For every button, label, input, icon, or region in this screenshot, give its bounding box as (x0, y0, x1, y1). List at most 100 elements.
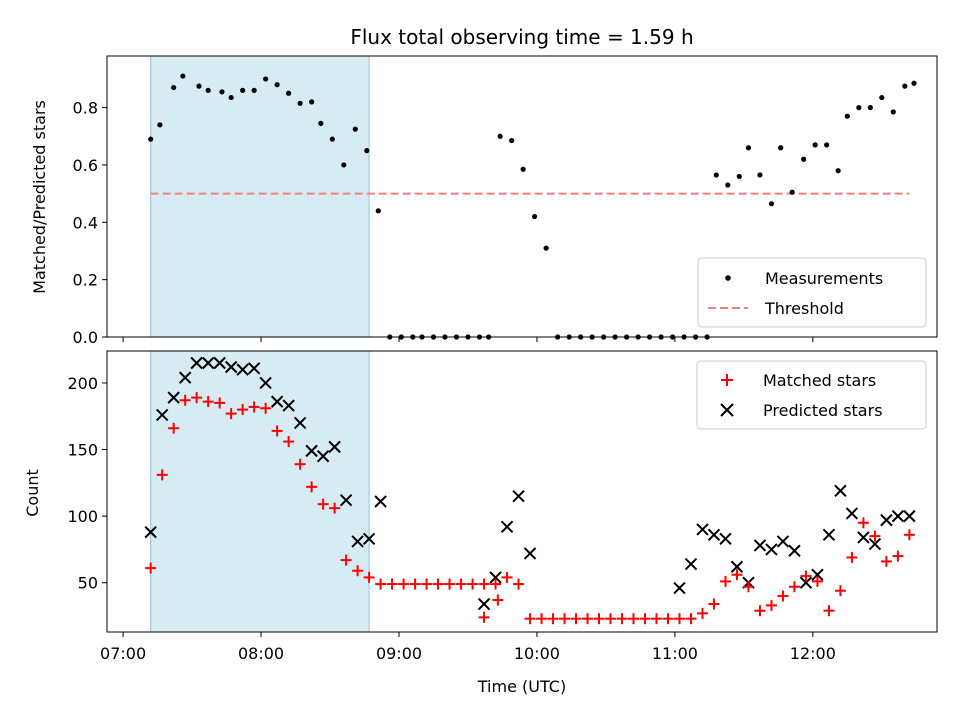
matched-point (467, 578, 479, 590)
measurement-point (196, 83, 202, 89)
matched-point (846, 551, 858, 563)
matched-point (455, 578, 467, 590)
matched-point (696, 607, 708, 619)
legend-predicted-label: Predicted stars (763, 401, 883, 420)
predicted-point (845, 507, 859, 520)
predicted-point (362, 532, 376, 545)
matched-point (628, 613, 640, 625)
predicted-point (259, 376, 272, 390)
matched-point (202, 396, 214, 408)
measurement-point (902, 83, 908, 89)
measurement-point (240, 87, 246, 94)
predicted-point (834, 484, 847, 498)
matched-point (536, 613, 548, 625)
matched-point (329, 502, 341, 514)
matched-point (524, 613, 536, 625)
measurement-point (251, 87, 257, 94)
matched-point (386, 578, 398, 590)
matched-point (811, 575, 823, 587)
predicted-point (316, 450, 330, 463)
measurement-point (497, 133, 503, 139)
predicted-point (696, 523, 709, 536)
matched-point (260, 402, 272, 414)
matched-point (903, 529, 915, 541)
matched-point (570, 613, 582, 625)
matched-point (248, 401, 260, 413)
matched-points (145, 392, 915, 625)
bottom-y-axis-label: Count (23, 469, 42, 517)
measurement-point (532, 213, 538, 220)
measurement-point (801, 156, 807, 162)
predicted-point (903, 509, 916, 523)
top-y-tick-label: 0.2 (73, 271, 98, 290)
measurement-point (835, 168, 841, 174)
bottom-y-tick-label: 200 (67, 374, 98, 393)
measurement-point (713, 172, 719, 178)
bottom-y-ticks: 50 100 150 200 (67, 374, 107, 593)
measurement-point (879, 94, 885, 101)
bottom-x-tick-label: 11:00 (652, 644, 698, 663)
legend-plus-icon (721, 374, 733, 386)
measurement-point (890, 109, 896, 115)
matched-point (478, 611, 490, 623)
measurement-point (318, 120, 324, 126)
matched-point (398, 578, 410, 590)
measurement-point (329, 136, 335, 142)
bottom-axes-frame (106, 350, 938, 633)
matched-point (662, 613, 674, 625)
bottom-panel: 50 100 150 200 07:00 08:00 09:00 10:00 11:00 12:… (23, 350, 938, 696)
measurement-point (757, 172, 763, 178)
predicted-point (707, 528, 721, 541)
predicted-point (213, 356, 226, 370)
matched-point (639, 613, 651, 625)
bottom-y-tick-label: 100 (67, 507, 98, 526)
predicted-point (489, 571, 502, 584)
matched-point (375, 578, 387, 590)
matched-point (179, 394, 191, 406)
matched-point (788, 581, 800, 593)
matched-point (754, 605, 766, 617)
measurement-points (148, 73, 917, 340)
matched-point (501, 571, 513, 583)
measurement-point (297, 100, 303, 106)
matched-point (616, 613, 628, 625)
predicted-point (500, 520, 514, 533)
top-y-tick-label: 0.8 (73, 99, 98, 118)
matched-point (225, 408, 237, 420)
predicted-point (282, 399, 295, 412)
predicted-point (730, 560, 744, 573)
measurement-point (364, 148, 370, 154)
top-axes-frame (106, 55, 938, 338)
matched-point (444, 578, 456, 590)
measurement-point (228, 94, 234, 101)
matched-point (777, 590, 789, 602)
matched-point (492, 594, 504, 606)
measurement-point (171, 84, 177, 91)
matched-point (363, 571, 375, 583)
measurement-point (725, 182, 731, 188)
matched-point (294, 458, 306, 470)
measurement-point (768, 201, 775, 207)
measurement-point (205, 87, 211, 94)
top-y-ticks: 0.0 0.2 0.4 0.6 0.8 (73, 99, 107, 347)
predicted-point (351, 535, 364, 548)
matched-point (651, 613, 663, 625)
matched-point (673, 613, 685, 625)
matched-point (685, 613, 697, 625)
predicted-point (270, 395, 284, 408)
top-x-ticks (122, 337, 814, 342)
chart-title: Flux total observing time = 1.59 h (350, 25, 693, 49)
bottom-legend-box (696, 360, 927, 430)
measurement-point (157, 122, 163, 128)
predicted-point (374, 495, 387, 508)
matched-point (409, 578, 421, 590)
predicted-point (477, 597, 491, 611)
measurement-point (352, 126, 358, 132)
top-y-tick-label: 0.0 (73, 328, 98, 347)
predicted-point (144, 525, 157, 539)
matched-point (800, 570, 812, 582)
matched-point (421, 578, 433, 590)
matched-point (823, 605, 835, 617)
matched-point (191, 392, 203, 404)
